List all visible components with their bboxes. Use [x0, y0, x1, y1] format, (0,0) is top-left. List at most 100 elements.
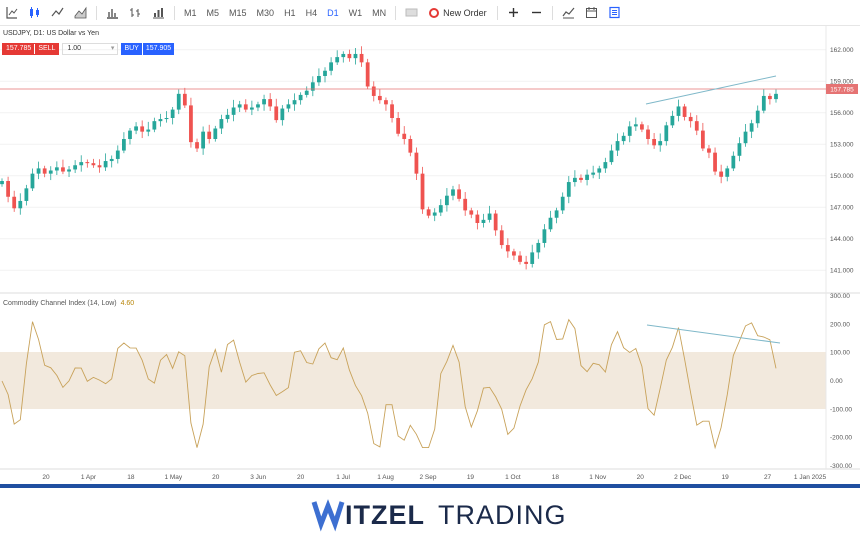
svg-text:ITZEL: ITZEL [345, 500, 425, 530]
zoom-out-icon[interactable] [525, 0, 548, 26]
timeframe-mn[interactable]: MN [372, 7, 387, 18]
crosshair-icon[interactable] [0, 0, 23, 26]
time-tick-label: 18 [552, 474, 560, 481]
candle-body [633, 124, 638, 127]
cci-tick-label: -300.00 [830, 463, 852, 470]
candle-body [384, 100, 388, 105]
candle-body [30, 173, 35, 189]
candle-body [572, 177, 577, 183]
timeframe-d1[interactable]: D1 [327, 7, 339, 18]
candle-body [737, 143, 742, 156]
candle-body [256, 104, 260, 108]
candle-body [237, 104, 242, 108]
candle-body [725, 168, 730, 177]
timeframe-h4[interactable]: H4 [305, 7, 318, 18]
new-order-icon [429, 7, 440, 18]
candle-body [249, 107, 254, 110]
candle-body [243, 104, 248, 110]
candle-body [341, 53, 346, 58]
time-tick-label: 1 Apr [81, 474, 97, 481]
candle-body [6, 181, 10, 197]
price-tick-label: 159.000 [830, 78, 854, 85]
time-tick-label: 18 [127, 474, 135, 481]
volume-stepper-icon[interactable]: ▾ [110, 45, 115, 52]
candle-body [0, 181, 4, 185]
templates-icon[interactable] [603, 0, 626, 26]
candle-body [371, 86, 376, 96]
time-tick-label: 2 Sep [420, 474, 437, 481]
candle-body [743, 131, 748, 144]
bar-chart-icon[interactable] [101, 0, 124, 26]
candle-body [402, 133, 407, 139]
new-order-label: New Order [443, 7, 487, 18]
candle-body [542, 229, 547, 243]
candle-body [536, 242, 541, 253]
zoom-in-icon[interactable] [502, 0, 525, 26]
toolbar-divider [551, 5, 553, 20]
candle-body [688, 116, 693, 122]
price-chart[interactable]: 162.000 159.000 156.000 153.000 150.000 147.0… [0, 0, 860, 484]
indicator-list-icon[interactable] [557, 0, 580, 26]
time-tick-label: 19 [467, 474, 475, 481]
candle-body [85, 162, 90, 164]
line-chart-icon[interactable] [46, 0, 69, 26]
candle-body [408, 139, 413, 153]
candle-body [79, 162, 84, 166]
candlestick-type-icon[interactable] [23, 0, 46, 26]
timeframe-m30[interactable]: M30 [256, 7, 275, 18]
timeframe-m5[interactable]: M5 [206, 7, 220, 18]
candle-body [280, 108, 285, 121]
new-order-button[interactable]: New Order [423, 7, 493, 18]
candle-body [591, 172, 596, 175]
candle-body [524, 261, 529, 264]
candle-body [18, 200, 23, 209]
candle-body [176, 93, 181, 110]
area-chart-icon[interactable] [69, 0, 92, 26]
one-click-trading-icon[interactable] [400, 0, 423, 26]
time-tick-label: 1 Jul [336, 474, 350, 481]
toolbar-divider [174, 5, 175, 20]
cci-tick-label: 100.00 [830, 350, 850, 357]
candle-body [109, 158, 114, 162]
price-tick-label: 147.000 [830, 204, 854, 211]
candle-body [335, 57, 340, 63]
candle-body [377, 95, 382, 101]
bars-type-icon[interactable] [124, 0, 147, 26]
price-axis-labels: 162.000 159.000 156.000 153.000 150.000 147.0… [830, 47, 854, 275]
indicators-icon[interactable] [147, 0, 170, 26]
calendar-icon[interactable] [580, 0, 603, 26]
candle-body [390, 104, 394, 118]
time-tick-label: 20 [212, 474, 220, 481]
price-tick-label: 156.000 [830, 110, 854, 117]
candle-body [652, 139, 656, 146]
candle-body [609, 150, 614, 163]
time-tick-label: 1 Aug [377, 474, 394, 481]
buy-button[interactable]: BUY 157.905 [121, 43, 175, 55]
candle-body [560, 196, 565, 211]
candle-body [365, 62, 370, 87]
candle-body [694, 121, 699, 131]
candle-body [700, 130, 705, 149]
candle-body [268, 99, 273, 107]
candle-body [548, 217, 553, 230]
toolbar-divider [496, 5, 498, 20]
timeframe-m1[interactable]: M1 [184, 7, 197, 18]
timeframe-w1[interactable]: W1 [348, 7, 363, 18]
candle-body [347, 53, 352, 59]
candle-body [24, 188, 29, 201]
candle-body [103, 161, 108, 168]
candle-body [603, 162, 608, 169]
candle-body [262, 99, 266, 105]
timeframe-h1[interactable]: H1 [284, 7, 296, 18]
candle-body [396, 118, 401, 134]
time-tick-label: 1 Oct [505, 474, 521, 481]
timeframe-m15[interactable]: M15 [229, 7, 247, 18]
cci-tick-label: 300.00 [830, 293, 850, 300]
current-price-text: 157.785 [830, 87, 854, 94]
candle-body [432, 212, 437, 216]
price-tick-label: 153.000 [830, 141, 854, 148]
candle-body [323, 70, 327, 76]
volume-input[interactable]: 1.00 ▾ [62, 43, 119, 55]
candle-body [640, 124, 644, 130]
sell-button[interactable]: 157.785 SELL [2, 43, 60, 55]
